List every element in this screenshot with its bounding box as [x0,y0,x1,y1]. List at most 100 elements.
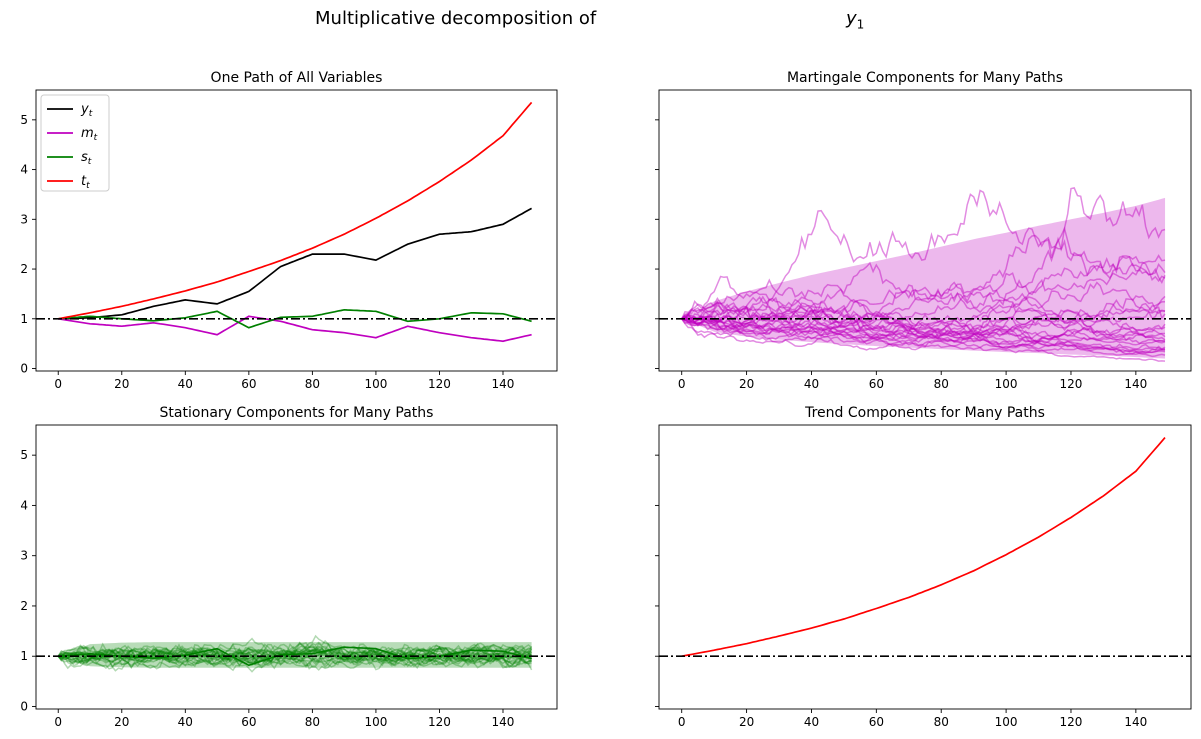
sample-path [681,309,1166,345]
sample-path [681,302,1166,341]
series-s-t [58,308,532,329]
y-tick-label: 5 [20,448,28,462]
x-tick-label: 40 [178,715,193,729]
sample-path [681,296,1166,358]
series-m-t [58,315,532,343]
x-tick-label: 20 [114,715,129,729]
sample-path [58,646,533,665]
subplot-title: Trend Components for Many Paths [804,405,1045,421]
sample-path [681,187,1166,320]
x-tick-label: 40 [804,715,819,729]
sample-path [57,644,533,673]
sample-path [681,305,1166,345]
sample-path [57,639,532,670]
sample-path [681,298,1166,332]
subplot-3: 0 20 40 60 80 100 120 140 0 1 2 3 4 5 Stationary Compo… [20,405,558,729]
figure-title-var-name: y [846,8,857,29]
sample-path [681,236,1166,320]
sample-path [681,278,1166,341]
y-tick-label: 3 [20,549,28,563]
sample-path [681,254,1166,327]
x-tick-label: 80 [934,715,949,729]
sample-path [681,256,1166,331]
sample-path [681,309,1166,352]
x-tick-label: 0 [678,715,686,729]
plot-area [57,634,533,673]
x-tick-label: 40 [178,377,193,391]
sample-path [681,313,1166,343]
series-t-t [58,101,533,320]
sample-path [681,315,1166,349]
sample-path [57,645,532,666]
sample-path [681,300,1166,340]
x-tick-label: 40 [804,377,819,391]
y-tick-label: 0 [20,362,28,376]
x-tick-label: 140 [1124,377,1147,391]
subplot-1: 0 20 40 60 80 100 120 140 0 1 2 3 4 5 One Path of All … [20,70,558,391]
x-tick-label: 140 [1124,715,1147,729]
y-tick-label: 2 [20,262,28,276]
x-tick-label: 20 [739,715,754,729]
axes-frame [35,89,558,372]
x-tick-label: 60 [869,715,884,729]
x-tick-label: 60 [241,715,256,729]
x-tick-label: 20 [114,377,129,391]
figure-title-var-subscript: 1 [856,17,865,32]
legend-var: t [81,174,87,189]
highlight-path [58,646,532,667]
legend-var: s [81,150,88,165]
x-tick-label: 140 [492,377,515,391]
y-tick-label: 4 [20,498,28,512]
sample-path [57,637,532,668]
sample-path [681,316,1166,355]
plot-area [58,101,533,343]
x-tick-label: 60 [869,377,884,391]
x-tick-label: 20 [739,377,754,391]
sample-path [681,318,1165,346]
legend-subscript: t [86,181,90,191]
x-tick-label: 120 [428,377,451,391]
x-tick-label: 80 [305,377,320,391]
legend-label: st [81,150,92,167]
sample-path [681,297,1166,354]
x-tick-label: 0 [678,377,686,391]
figure-title: Multiplicative decomposition of [315,8,597,29]
y-tick-label: 1 [20,312,28,326]
plot-area [681,187,1166,362]
sample-path [681,295,1166,354]
x-tick-label: 0 [54,377,62,391]
subplot-title: Stationary Components for Many Paths [160,405,434,421]
legend-var: y [80,102,89,117]
legend-label: yt [80,102,93,119]
subplot-title: One Path of All Variables [211,70,383,86]
x-tick-label: 120 [428,715,451,729]
legend-label: tt [81,174,90,191]
sample-path [57,646,533,671]
plot-area [681,437,1166,658]
sample-path [681,226,1166,329]
x-tick-label: 80 [934,377,949,391]
x-tick-label: 120 [1060,715,1083,729]
legend-subscript: t [88,157,92,167]
x-tick-label: 100 [364,377,387,391]
legend-box [40,94,110,192]
legend-label: mt [81,126,98,143]
x-tick-label: 80 [305,715,320,729]
x-tick-label: 100 [995,377,1018,391]
figure-title-variable: y1 [846,8,864,32]
subplot-2: 0 20 40 60 80 100 120 140 Martingale Components … [655,70,1192,391]
subplot-4: 0 20 40 60 80 100 120 140 Trend Components for M… [655,405,1192,729]
sample-path [681,295,1166,343]
series-t-t [681,437,1166,658]
y-tick-label: 0 [20,699,28,713]
x-tick-label: 140 [492,715,515,729]
x-tick-label: 120 [1060,377,1083,391]
legend-subscript: t [94,133,98,143]
y-tick-label: 5 [20,113,28,127]
sample-path [57,643,533,667]
axes-frame [35,424,558,710]
x-tick-label: 0 [54,715,62,729]
x-tick-label: 60 [241,377,256,391]
legend-var: m [81,126,94,141]
